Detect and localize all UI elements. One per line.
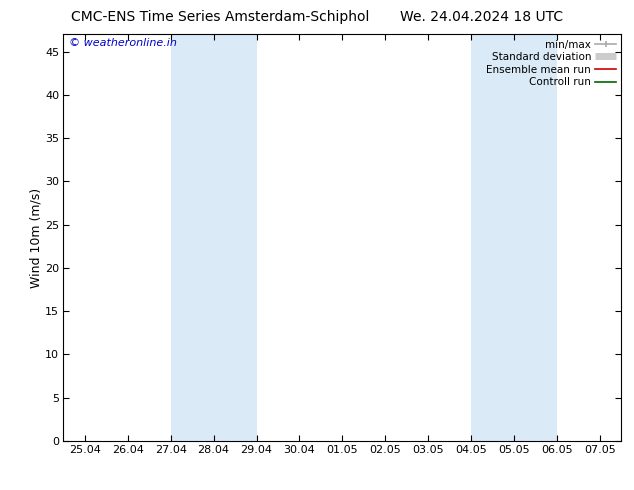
Y-axis label: Wind 10m (m/s): Wind 10m (m/s) <box>29 188 42 288</box>
Text: CMC-ENS Time Series Amsterdam-Schiphol       We. 24.04.2024 18 UTC: CMC-ENS Time Series Amsterdam-Schiphol W… <box>71 10 563 24</box>
Text: © weatheronline.in: © weatheronline.in <box>69 38 177 49</box>
Legend: min/max, Standard deviation, Ensemble mean run, Controll run: min/max, Standard deviation, Ensemble me… <box>483 36 619 91</box>
Bar <box>171 34 257 441</box>
Bar <box>471 34 557 441</box>
